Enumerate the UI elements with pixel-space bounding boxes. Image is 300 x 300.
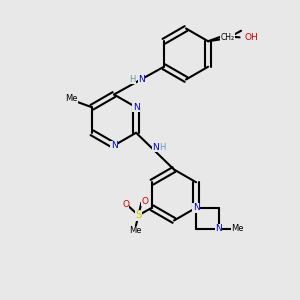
Text: N: N [133, 103, 140, 112]
Text: H: H [129, 75, 136, 84]
Text: N: N [215, 224, 222, 233]
Text: Me: Me [129, 226, 142, 235]
Text: H: H [159, 143, 166, 152]
Text: N: N [153, 143, 159, 152]
Text: S: S [135, 210, 142, 220]
Text: OH: OH [245, 33, 259, 42]
Text: N: N [138, 75, 145, 84]
Text: CH₂: CH₂ [220, 33, 235, 42]
Text: N: N [111, 141, 117, 150]
Text: Me: Me [66, 94, 78, 103]
Text: N: N [193, 203, 200, 212]
Text: O: O [142, 197, 148, 206]
Text: Me: Me [231, 224, 244, 233]
Text: O: O [122, 200, 129, 209]
